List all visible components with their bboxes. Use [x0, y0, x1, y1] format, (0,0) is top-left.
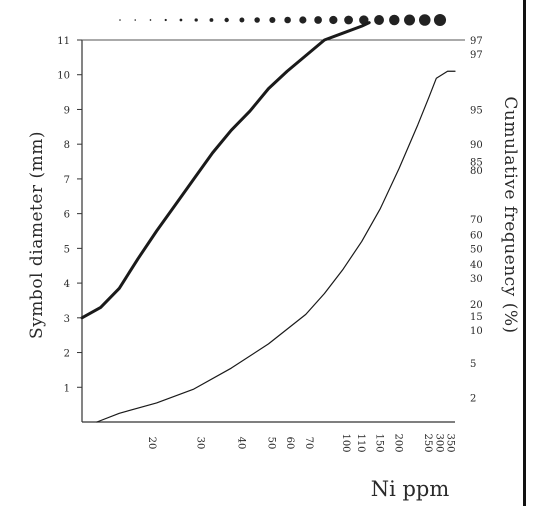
series-line-1 [80, 21, 371, 320]
x-axis-ticks: 20 30 40 50 60 70 100 110 150 200 250 300 350 [146, 433, 455, 452]
legend-symbol [119, 19, 121, 21]
y2-tick-label: 95 [470, 105, 483, 116]
x-tick-label: 100 [340, 433, 351, 452]
y2-tick-label: 5 [470, 359, 476, 370]
legend-symbol [254, 17, 260, 23]
legend-symbol [418, 14, 431, 26]
legend-symbol [389, 14, 400, 26]
x-tick-label: 110 [355, 433, 366, 452]
x-tick-label: 300 [433, 433, 444, 452]
y2-tick-label: 85 [470, 158, 483, 169]
y-tick-label: 4 [64, 279, 70, 290]
legend-symbol [179, 18, 183, 22]
symbol-size-legend [119, 13, 447, 27]
legend-symbol [134, 19, 137, 21]
y2-tick-label: 60 [470, 230, 483, 241]
y-tick-label: 1 [64, 383, 70, 394]
legend-symbol [314, 16, 322, 24]
y-tick-label: 2 [64, 349, 70, 360]
legend-symbol [359, 15, 369, 25]
x-axis-title: Ni ppm [371, 477, 450, 501]
y-axis-title: Symbol diameter (mm) [27, 131, 47, 339]
y2-tick-label: 40 [470, 260, 483, 271]
legend-symbol [404, 14, 416, 26]
x-tick-label: 40 [236, 437, 247, 450]
right-border [523, 0, 526, 506]
y-tick-label: 9 [64, 105, 70, 116]
y-tick-label: 10 [57, 71, 70, 82]
legend-symbol [149, 19, 152, 21]
y2-tick-label: 30 [470, 274, 483, 285]
legend-symbol [269, 16, 276, 24]
legend-symbol [329, 15, 338, 25]
x-tick-label: 150 [374, 433, 385, 452]
left-axis-ticks: 1 2 3 4 5 6 7 8 9 10 11 [57, 36, 82, 394]
legend-symbol [284, 16, 291, 24]
legend-symbol [299, 16, 307, 24]
legend-symbol [344, 15, 353, 25]
y2-tick-label: 15 [470, 312, 483, 323]
series-lines [80, 21, 456, 423]
x-tick-label: 70 [303, 437, 314, 450]
y2-axis-title: Cumulative frequency (%) [500, 96, 520, 333]
legend-symbol [209, 18, 214, 22]
legend-symbol [224, 17, 229, 23]
x-tick-label: 60 [284, 437, 295, 450]
y-tick-label: 8 [64, 140, 70, 151]
y2-tick-label: 97 [470, 50, 483, 61]
y2-tick-label: 2 [470, 394, 476, 405]
x-tick-label: 200 [392, 433, 403, 452]
legend-symbol [194, 18, 198, 22]
x-tick-label: 20 [146, 437, 157, 450]
y2-tick-label: 90 [470, 140, 483, 151]
y2-tick-label: 70 [470, 215, 483, 226]
y2-tick-label: 97 [470, 36, 483, 47]
y-tick-label: 7 [64, 175, 70, 186]
legend-symbol [433, 13, 447, 27]
y2-tick-label: 80 [470, 166, 483, 177]
x-tick-label: 30 [195, 437, 206, 450]
legend-symbol [164, 18, 167, 22]
y2-tick-label: 10 [470, 326, 483, 337]
y-tick-label: 3 [64, 314, 70, 325]
y2-tick-label: 50 [470, 244, 483, 255]
x-tick-label: 250 [422, 433, 433, 452]
x-tick-label: 50 [266, 437, 277, 450]
y2-tick-label: 20 [470, 300, 483, 311]
y-tick-label: 5 [64, 244, 70, 255]
legend-symbol [374, 15, 384, 25]
x-tick-label: 350 [445, 433, 456, 452]
legend-symbol [239, 17, 245, 23]
y-tick-label: 6 [64, 210, 70, 221]
series-line-2 [96, 70, 456, 423]
axes [81, 39, 465, 423]
y-tick-label: 11 [57, 36, 70, 47]
